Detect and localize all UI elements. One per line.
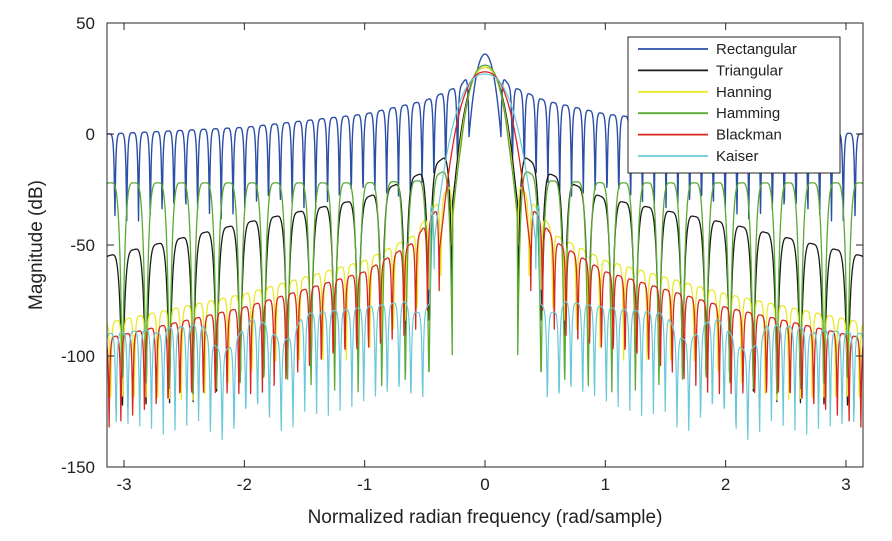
x-axis-title: Normalized radian frequency (rad/sample) — [308, 507, 663, 528]
x-tick-label: 3 — [841, 475, 850, 494]
series-line-kaiser — [107, 73, 863, 441]
series-line-hamming — [107, 64, 863, 395]
y-tick-label: -100 — [61, 347, 95, 366]
x-tick-label: -3 — [116, 475, 131, 494]
legend-label-hamming: Hamming — [716, 105, 780, 122]
y-tick-label: 0 — [86, 125, 95, 144]
x-tick-label: 0 — [480, 475, 489, 494]
y-tick-label: -150 — [61, 458, 95, 477]
x-tick-label: 2 — [721, 475, 730, 494]
legend-label-rectangular: Rectangular — [716, 41, 797, 58]
series-line-rectangular — [107, 53, 863, 222]
legend-label-hanning: Hanning — [716, 84, 772, 101]
series-line-hanning — [107, 66, 863, 401]
legend-label-kaiser: Kaiser — [716, 148, 759, 165]
legend: Rectangular Triangular Hanning Hamming Black… — [627, 36, 841, 174]
y-tick-label: -50 — [70, 236, 95, 255]
x-tick-label: -1 — [357, 475, 372, 494]
x-tick-label: 1 — [601, 475, 610, 494]
x-tick-label: -2 — [237, 475, 252, 494]
legend-box — [627, 36, 841, 174]
y-axis-title: Magnitude (dB) — [26, 180, 47, 310]
legend-label-triangular: Triangular — [716, 62, 783, 79]
series-line-blackman — [107, 71, 863, 428]
y-tick-label: 50 — [76, 14, 95, 33]
legend-label-blackman: Blackman — [716, 127, 782, 144]
